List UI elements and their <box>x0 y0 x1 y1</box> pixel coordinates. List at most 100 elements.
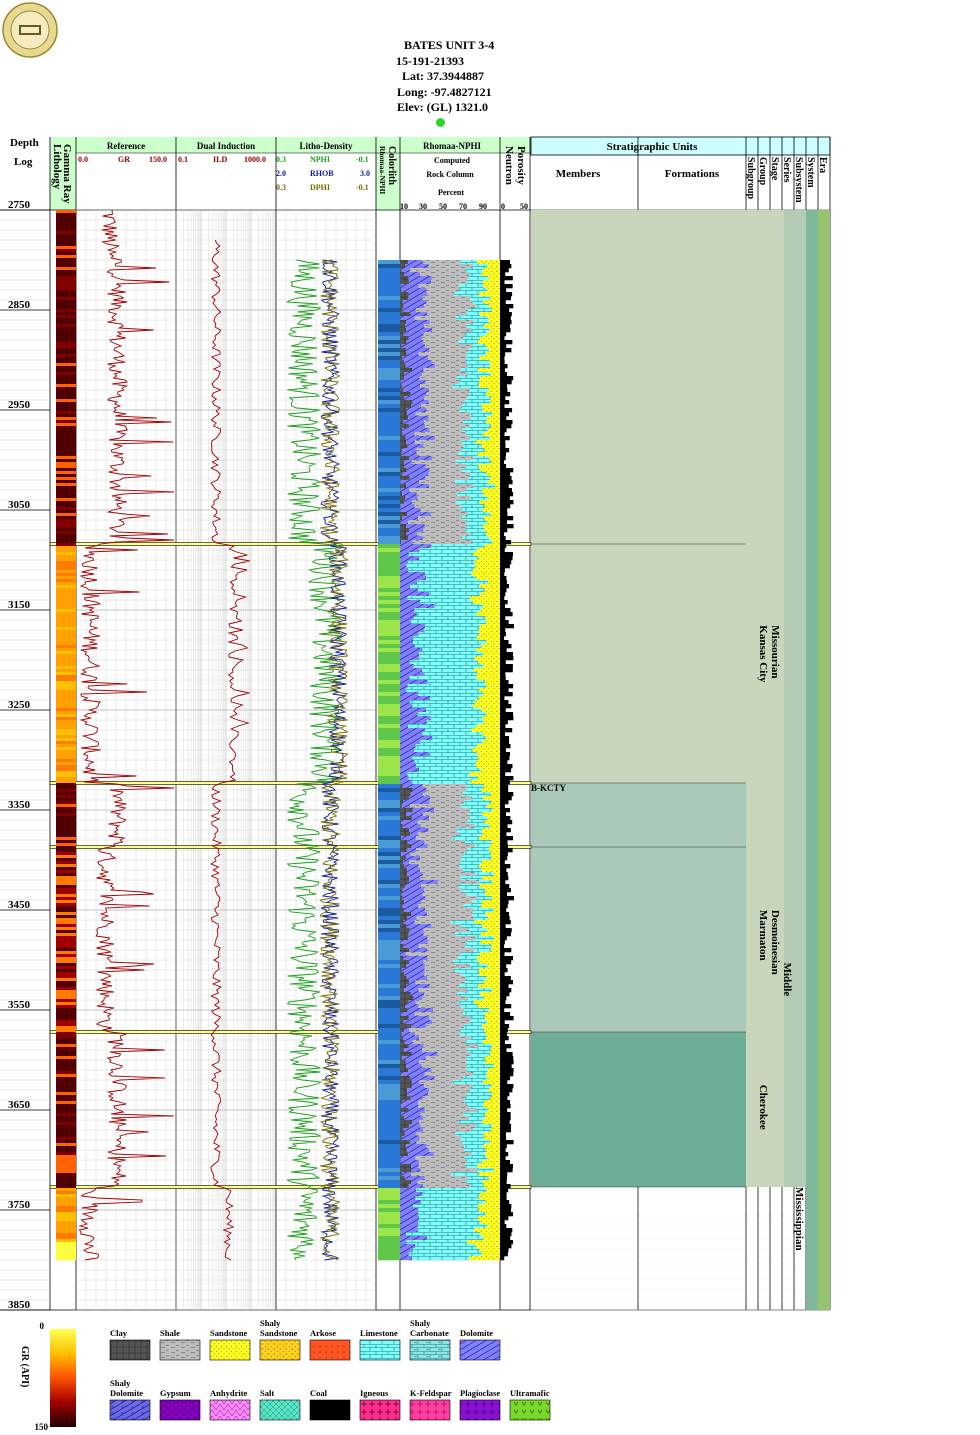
rock-segment <box>412 400 429 405</box>
porosity-bar <box>500 1076 511 1081</box>
lith-cell <box>56 345 76 349</box>
rock-segment <box>400 1104 419 1109</box>
rock-segment <box>408 276 432 281</box>
legend-item-salt: Salt <box>259 1388 301 1421</box>
rock-segment <box>401 540 413 545</box>
rock-segment <box>429 1088 471 1093</box>
rock-segment <box>400 1116 405 1121</box>
colorlith-cell <box>378 736 400 741</box>
lith-cell <box>56 321 76 325</box>
rock-segment <box>489 824 500 829</box>
rock-segment <box>404 460 412 465</box>
colorlith-cell <box>378 284 400 289</box>
rock-segment <box>467 1104 484 1109</box>
porosity-bar <box>500 1140 514 1145</box>
lith-cell <box>56 993 76 997</box>
rock-segment <box>412 1120 420 1125</box>
rock-segment <box>423 1044 479 1049</box>
rock-segment <box>406 1240 468 1245</box>
rock-segment <box>400 508 421 513</box>
rock-segment <box>429 348 469 353</box>
rock-segment <box>400 444 408 449</box>
rock-segment <box>459 1028 485 1033</box>
rock-segment <box>466 352 486 357</box>
rock-segment <box>419 376 457 381</box>
rock-segment <box>484 616 500 621</box>
rock-segment <box>412 540 474 545</box>
lith-cell <box>56 1218 76 1222</box>
rock-segment <box>405 952 461 957</box>
colorlith-cell <box>378 684 400 689</box>
rock-segment <box>486 1020 500 1025</box>
lith-cell <box>56 612 76 616</box>
rock-segment <box>465 360 490 365</box>
rock-segment <box>482 900 500 905</box>
rock-segment <box>451 920 475 925</box>
rock-segment <box>492 540 500 545</box>
rock-segment <box>455 480 488 485</box>
colorlith-cell <box>378 1052 400 1057</box>
rock-segment <box>468 308 493 313</box>
porosity-bar <box>500 376 514 381</box>
rock-segment <box>459 884 480 889</box>
rock-segment <box>478 1172 500 1177</box>
rock-segment <box>433 1152 472 1157</box>
porosity-bar <box>500 484 509 489</box>
porosity-bar <box>500 1184 511 1189</box>
colorlith-cell <box>378 464 400 469</box>
colorlith-cell <box>378 300 400 305</box>
rock-segment <box>481 904 500 909</box>
rock-segment <box>490 400 500 405</box>
rock-segment <box>400 828 410 833</box>
porosity-bar <box>500 1080 508 1085</box>
rock-segment <box>477 368 500 373</box>
rock-segment <box>419 1080 453 1085</box>
rock-segment <box>461 1136 485 1141</box>
rock-segment <box>402 824 421 829</box>
lith-cell <box>56 930 76 934</box>
rock-segment <box>464 852 491 857</box>
rock-segment <box>490 1140 500 1145</box>
rock-segment <box>492 1044 500 1049</box>
rock-segment <box>400 856 406 861</box>
porosity-bar <box>500 788 509 793</box>
rock-segment <box>480 992 500 997</box>
rock-segment <box>481 1160 500 1165</box>
rock-segment <box>415 836 452 841</box>
rock-segment <box>490 800 500 805</box>
rock-segment <box>470 1088 489 1093</box>
lith-cell <box>56 393 76 397</box>
rock-segment <box>404 272 420 277</box>
porosity-bar <box>500 1212 513 1217</box>
colorlith-cell <box>378 1108 400 1113</box>
colorlith-cell <box>378 380 400 385</box>
rock-segment <box>478 660 500 665</box>
lith-cell <box>56 1041 76 1045</box>
lith-cell <box>56 249 76 253</box>
rock-segment <box>432 456 473 461</box>
lith-cell <box>56 1092 76 1096</box>
rock-segment <box>400 1236 428 1241</box>
lith-cell <box>56 597 76 601</box>
rock-segment <box>481 860 500 865</box>
rock-segment <box>483 524 500 529</box>
rock-segment <box>492 1124 500 1129</box>
porosity-bar <box>500 692 513 697</box>
rock-segment <box>400 1204 414 1209</box>
colorlith-cell <box>378 364 400 369</box>
rock-segment <box>417 580 489 585</box>
rock-segment <box>429 752 478 757</box>
lith-cell <box>56 1131 76 1135</box>
rock-segment <box>471 416 488 421</box>
rock-segment <box>483 300 500 305</box>
rock-segment <box>416 612 478 617</box>
colorlith-cell <box>378 864 400 869</box>
rock-segment <box>400 268 402 273</box>
lith-cell <box>56 1230 76 1234</box>
strat-fill-system <box>806 210 818 1310</box>
porosity-bar <box>500 264 512 269</box>
porosity-bar <box>500 768 512 773</box>
rock-segment <box>400 1056 402 1061</box>
rock-segment <box>405 856 421 861</box>
rock-segment <box>400 1232 407 1237</box>
